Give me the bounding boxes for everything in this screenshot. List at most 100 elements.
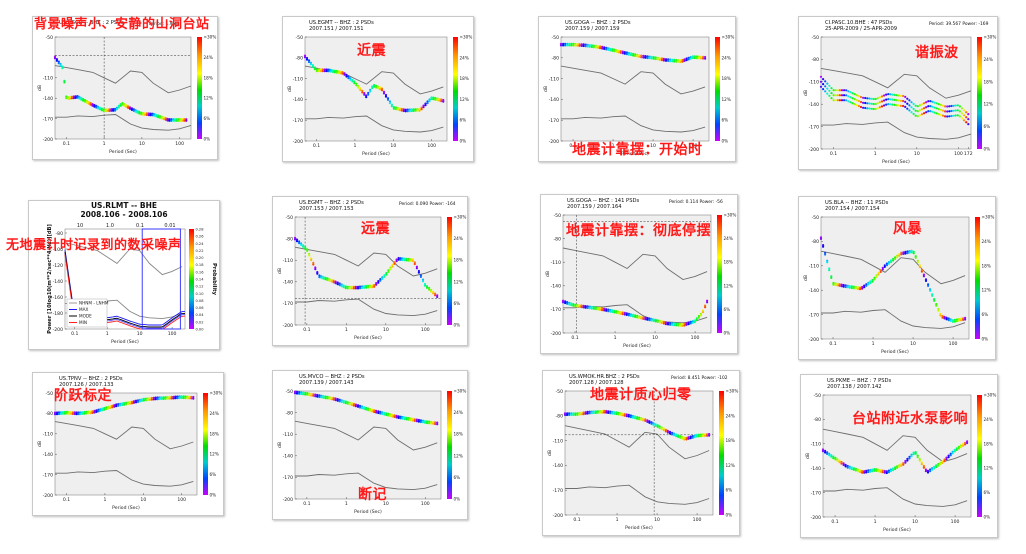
psd-point [440,98,443,101]
psd-point [951,450,954,453]
panel-title: US.WMOK.HR.BHZ : 2 PSDs [569,374,640,380]
psd-point [379,278,382,281]
psd-point [939,312,942,315]
psd-point [63,410,66,414]
psd-point [952,114,955,117]
psd-point [881,266,884,269]
psd-point [325,68,328,71]
y-tick-label: -80 [285,236,293,242]
y-tick-label: -180 [53,311,64,317]
psd-panel-7: US.GOGA -- BHZ : 141 PSDs 2007.159 / 2007… [540,194,738,354]
psd-point [176,395,179,398]
psd-point [935,303,938,306]
psd-point [840,460,843,464]
psd-point [868,107,871,110]
psd-point [337,71,340,75]
psd-point [605,409,608,413]
panel-caption: 近震 [357,43,386,59]
psd-point [385,412,388,415]
psd-point [365,286,368,289]
low-noise-model-line [821,309,966,329]
psd-point [53,411,57,414]
psd-point [906,252,909,255]
psd-point [916,261,919,264]
psd-point [295,392,299,395]
psd-point [872,102,875,106]
psd-point [945,456,948,459]
psd-point [428,98,431,101]
y-tick-label: -170 [809,312,820,318]
panel-date-range: 2008.106 - 2008.106 [80,210,167,219]
psd-point [650,319,653,322]
psd-point [381,411,384,414]
psd-point [393,414,396,417]
y-tick-label: -110 [551,260,562,266]
psd-point [902,251,905,254]
psd-point [357,86,360,89]
psd-point [704,306,707,309]
psd-point [590,305,593,308]
psd-point [592,306,595,309]
psd-point [417,420,420,423]
psd-point [894,256,897,259]
scale-label: 18% [726,438,735,443]
psd-point [428,422,431,425]
psd-point [113,405,116,408]
scale-label: >30% [210,391,223,396]
y-tick-label: -200 [809,147,820,153]
scale-label: 0% [984,147,991,152]
psd-point [306,393,309,396]
scale-label: 18% [204,75,213,80]
psd-point [180,396,183,399]
psd-point [922,275,925,278]
psd-point [693,434,696,437]
psd-point [879,470,882,473]
psd-point [844,285,847,289]
psd-point [908,455,911,458]
y-tick-label: -140 [43,96,54,102]
psd-point [344,400,347,403]
x-tick-label: 100 [421,501,430,507]
psd-point [830,276,833,279]
psd-point [423,282,427,286]
scale-label: 6% [726,488,733,493]
scale-label: 0.10 [196,292,205,296]
psd-point [424,102,427,105]
psd-point [648,319,651,322]
scale-label: 12% [984,102,993,107]
psd-point [371,410,374,413]
psd-point [920,463,923,466]
psd-point [385,273,388,276]
psd-point [666,431,669,434]
psd-point [580,411,583,414]
psd-point [830,87,833,90]
psd-point [691,55,694,58]
psd-point [399,417,402,420]
psd-point [147,112,150,115]
psd-point [93,103,96,107]
y-tick-label: -50 [295,35,303,41]
psd-point [103,406,106,410]
scale-label: 0.20 [196,256,205,260]
psd-point [947,319,950,322]
psd-point [689,322,692,325]
psd-point [872,97,875,101]
y-tick-label: -110 [809,264,820,270]
psd-point [354,403,357,406]
psd-point [633,417,637,420]
scale-label: 18% [984,441,993,446]
psd-point [697,435,700,438]
psd-point [375,86,378,89]
psd-point [328,278,331,281]
psd-point [314,393,317,396]
psd-point [648,55,651,58]
psd-point [570,44,573,47]
psd-point [389,413,392,416]
psd-point [74,95,77,98]
psd-point [889,259,893,262]
psd-point [910,106,913,109]
psd-point [154,396,157,399]
panel-date-range: 2007.138 / 2007.142 [827,384,882,390]
plot-area [560,36,710,142]
psd-point [946,105,949,108]
